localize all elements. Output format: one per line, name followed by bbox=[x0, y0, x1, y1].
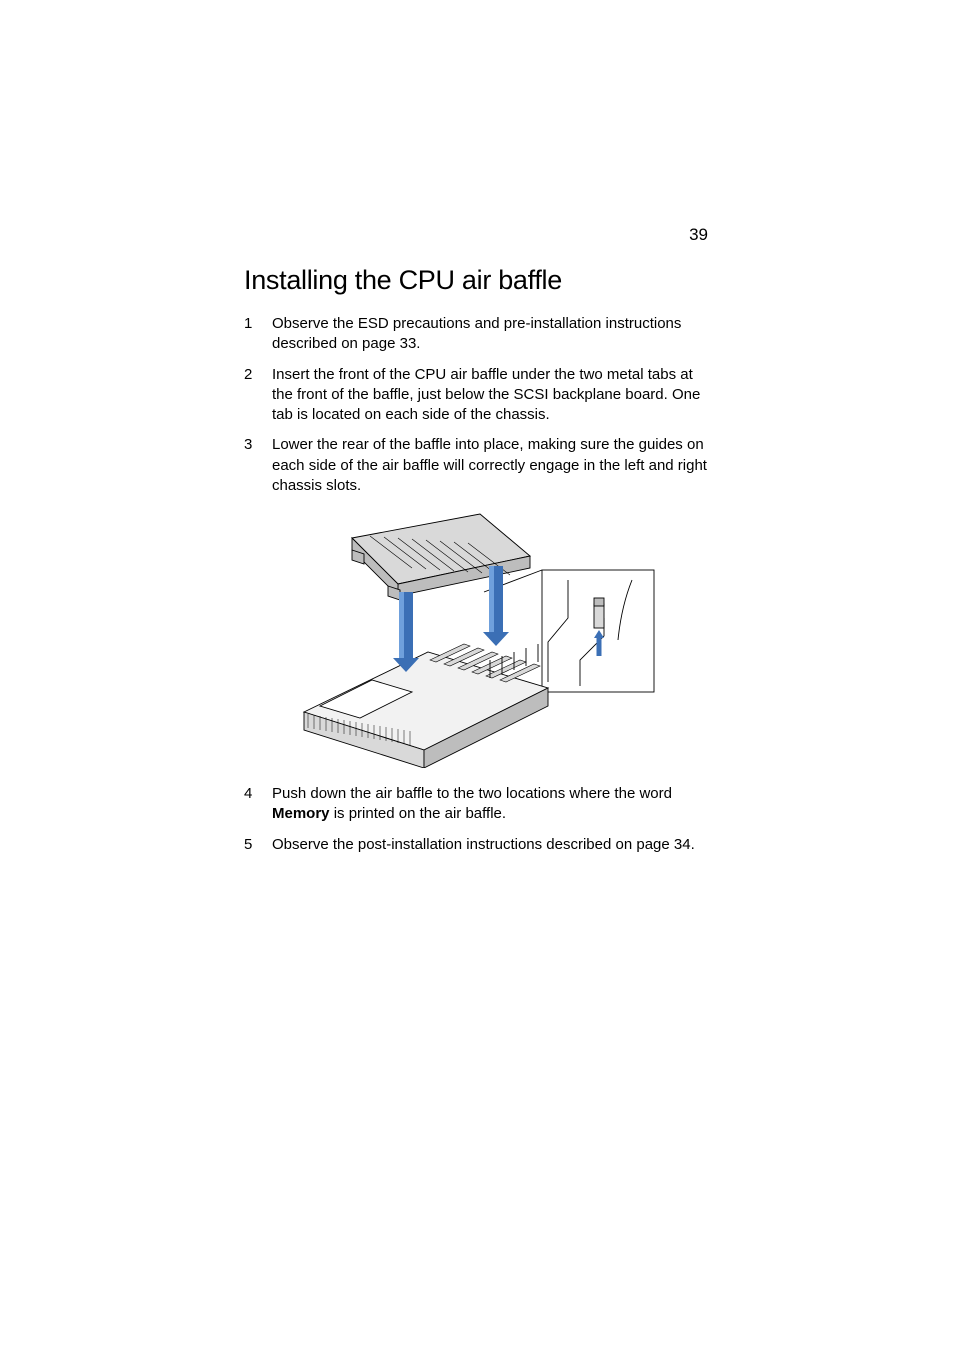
step-text: Insert the front of the CPU air baffle u… bbox=[272, 365, 710, 426]
step-item: 3 Lower the rear of the baffle into plac… bbox=[244, 435, 710, 496]
step-text: Lower the rear of the baffle into place,… bbox=[272, 435, 710, 496]
page-number: 39 bbox=[689, 225, 708, 245]
installation-diagram bbox=[280, 510, 710, 768]
step-number: 1 bbox=[244, 314, 272, 355]
page: 39 Installing the CPU air baffle 1 Obser… bbox=[0, 0, 954, 1351]
heading: Installing the CPU air baffle bbox=[244, 265, 710, 296]
step-text-after: is printed on the air baffle. bbox=[330, 805, 507, 822]
step-list-continued: 4 Push down the air baffle to the two lo… bbox=[244, 784, 710, 855]
step-item: 2 Insert the front of the CPU air baffle… bbox=[244, 365, 710, 426]
step-number: 4 bbox=[244, 784, 272, 825]
step-text-bold: Memory bbox=[272, 805, 330, 822]
step-text-before: Push down the air baffle to the two loca… bbox=[272, 785, 672, 802]
step-number: 5 bbox=[244, 835, 272, 855]
diagram-svg bbox=[280, 510, 660, 768]
content-column: Installing the CPU air baffle 1 Observe … bbox=[244, 265, 710, 865]
step-item: 5 Observe the post-installation instruct… bbox=[244, 835, 710, 855]
step-text: Observe the post-installation instructio… bbox=[272, 835, 710, 855]
step-text: Observe the ESD precautions and pre-inst… bbox=[272, 314, 710, 355]
step-number: 3 bbox=[244, 435, 272, 496]
step-item: 4 Push down the air baffle to the two lo… bbox=[244, 784, 710, 825]
step-list: 1 Observe the ESD precautions and pre-in… bbox=[244, 314, 710, 496]
step-text: Push down the air baffle to the two loca… bbox=[272, 784, 710, 825]
step-item: 1 Observe the ESD precautions and pre-in… bbox=[244, 314, 710, 355]
step-number: 2 bbox=[244, 365, 272, 426]
